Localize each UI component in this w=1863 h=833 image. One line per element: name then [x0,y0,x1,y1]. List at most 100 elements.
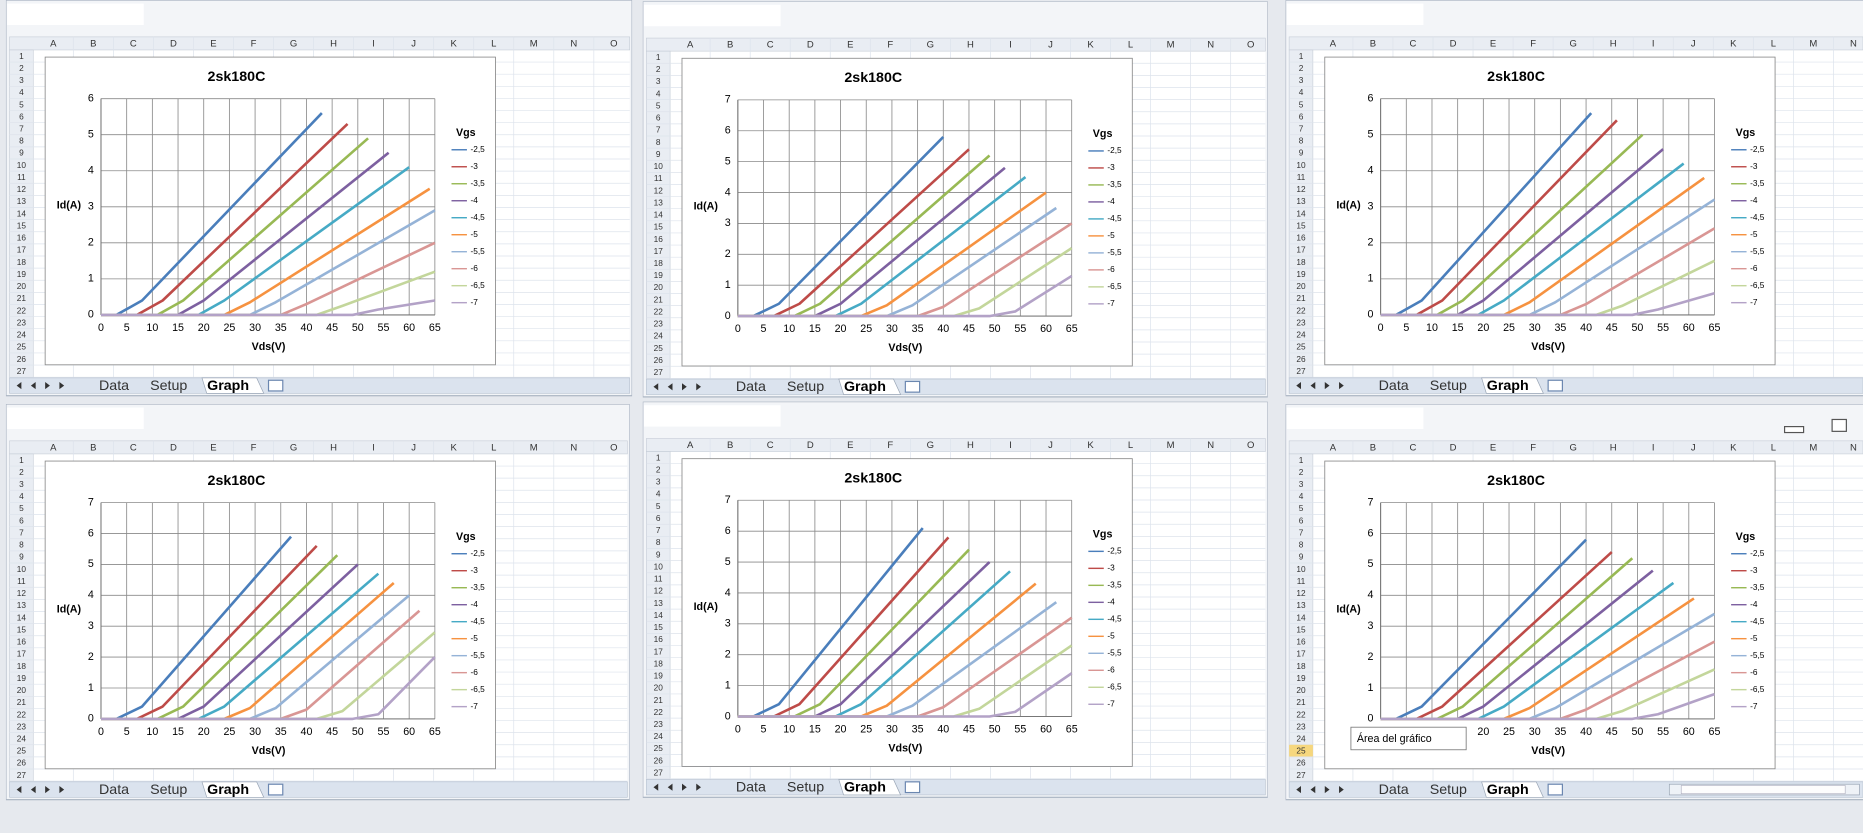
row-header: 18 [17,257,27,267]
sheet-tab[interactable]: Data [99,782,129,798]
tab-nav-arrow[interactable] [1310,382,1316,390]
column-header: M [1167,440,1175,451]
row-header: 25 [1296,746,1306,756]
legend-label: -7 [1107,298,1115,308]
tab-nav-arrow[interactable] [653,383,659,391]
sheet-tab[interactable]: Data [99,378,129,394]
sheet-tab[interactable]: Setup [787,780,824,796]
row-header: 25 [17,342,27,352]
row-header: 7 [19,124,24,134]
y-tick-label: 3 [88,201,94,213]
row-header: 19 [1296,673,1306,683]
tab-nav-arrow[interactable] [59,786,65,794]
tab-nav-arrow[interactable] [667,383,673,391]
insert-sheet-icon[interactable] [904,380,921,393]
sheet-tab[interactable]: Graph [207,782,249,798]
tab-nav-arrow[interactable] [45,382,50,390]
tab-nav-arrow[interactable] [1339,382,1344,390]
y-tick-label: 4 [1368,589,1374,601]
tab-nav-arrow[interactable] [681,383,687,391]
x-tick-label: 40 [301,322,313,334]
y-tick-label: 6 [725,525,731,537]
tab-nav-arrow[interactable] [1324,786,1330,794]
x-tick-label: 55 [1657,322,1669,334]
row-header: 18 [17,661,27,671]
name-box [1286,407,1424,429]
restore-button[interactable] [1831,418,1847,432]
chart-area[interactable] [681,57,1133,367]
x-tick-label: 50 [352,322,364,334]
row-header: 13 [654,197,664,207]
tab-nav-arrow[interactable] [1310,786,1316,794]
sheet-tab[interactable]: Data [736,780,766,796]
series-line [100,656,436,721]
row-header: 16 [654,234,664,244]
column-header: G [290,443,297,454]
scroll-thumb[interactable] [1680,785,1846,795]
row-header: 25 [17,746,27,756]
chart-area[interactable] [1324,56,1776,366]
tab-nav-arrow[interactable] [696,383,702,391]
sheet-tab[interactable]: Setup [150,378,187,394]
sheet-tab[interactable]: Data [1379,378,1409,394]
column-header: N [570,39,577,50]
y-tick-label: 4 [88,589,94,601]
chart-area[interactable] [44,56,496,366]
row-header: 13 [1296,196,1306,206]
tab-nav-arrow[interactable] [696,783,702,791]
row-header: 24 [654,331,664,341]
tab-nav-arrow[interactable] [1296,382,1302,390]
tab-nav-arrow[interactable] [1324,382,1330,390]
sheet-tab[interactable]: Setup [150,782,187,798]
tab-nav-arrow[interactable] [16,382,22,390]
row-header: 18 [1296,257,1306,267]
legend-label: -6 [1750,667,1758,677]
insert-sheet-icon[interactable] [1547,379,1563,392]
chart-area[interactable] [1324,460,1776,770]
y-axis-label: Id(A) [694,201,719,213]
sheet-tab[interactable]: Setup [787,379,824,395]
tab-nav-arrow[interactable] [681,783,687,791]
sheet-tab[interactable]: Setup [1430,378,1467,394]
sheet-tab[interactable]: Graph [844,379,886,395]
y-tick-label: 2 [725,248,731,260]
row-header: 23 [1296,721,1306,731]
tab-nav-arrow[interactable] [653,783,659,791]
row-header: 12 [17,588,27,598]
y-tick-label: 0 [88,713,94,725]
row-header: 6 [1299,515,1304,525]
legend-label: -6,5 [1107,681,1122,691]
tab-nav-arrow[interactable] [667,783,673,791]
tab-nav-arrow[interactable] [45,786,50,794]
column-header: I [372,39,375,50]
legend-title: Vgs [1093,128,1113,140]
tab-nav-arrow[interactable] [16,786,22,794]
column-header: E [1490,443,1496,454]
sheet-tab[interactable]: Graph [1487,782,1529,798]
insert-sheet-icon[interactable] [267,379,284,392]
minimize-button[interactable] [1783,426,1805,434]
legend-label: -4,5 [471,212,486,222]
tab-nav-arrow[interactable] [1296,786,1302,794]
series-line [100,299,436,317]
sheet-tab[interactable]: Data [1379,782,1409,798]
legend-label: -5 [1750,633,1758,643]
column-header: A [1330,39,1337,50]
x-tick-label: 65 [1709,322,1721,334]
tab-nav-arrow[interactable] [59,382,65,390]
legend-label: -5,5 [471,246,486,256]
insert-sheet-icon[interactable] [1547,783,1563,796]
sheet-tab[interactable]: Graph [1487,378,1529,394]
row-header: 2 [1299,467,1304,477]
chart-area[interactable] [44,460,496,770]
tab-nav-arrow[interactable] [30,382,36,390]
sheet-tab[interactable]: Graph [207,378,249,394]
tab-nav-arrow[interactable] [1339,786,1344,794]
insert-sheet-icon[interactable] [904,781,921,794]
tab-nav-arrow[interactable] [30,786,36,794]
sheet-tab[interactable]: Setup [1430,782,1467,798]
sheet-tab[interactable]: Data [736,379,766,395]
legend-title: Vgs [1736,127,1756,139]
sheet-tab[interactable]: Graph [844,780,886,796]
insert-sheet-icon[interactable] [267,783,284,796]
